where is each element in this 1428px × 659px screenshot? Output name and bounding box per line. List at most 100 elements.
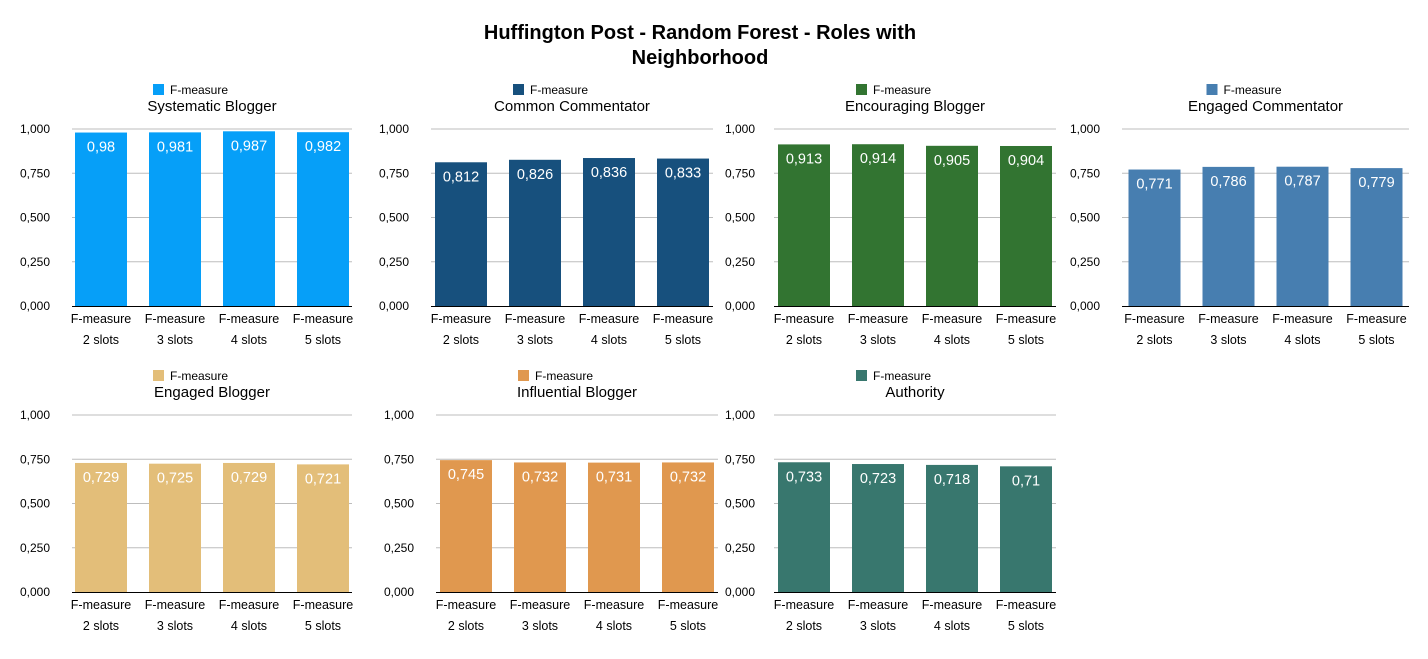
- influential-blogger-bar: [514, 462, 566, 592]
- common-commentator-bar: [583, 158, 635, 306]
- encouraging-blogger-value-label: 0,905: [934, 153, 970, 169]
- authority-ytick-label: 1,000: [725, 408, 755, 422]
- encouraging-blogger-value-label: 0,914: [860, 151, 896, 167]
- engaged-commentator-ytick-label: 0,500: [1070, 211, 1100, 225]
- engaged-commentator-category-sublabel: 4 slots: [1284, 333, 1320, 347]
- engaged-blogger-bar: [149, 463, 201, 592]
- engaged-commentator-value-label: 0,771: [1136, 177, 1172, 193]
- systematic-blogger-category-label: F-measure: [71, 312, 131, 326]
- authority-category-sublabel: 2 slots: [786, 619, 822, 633]
- encouraging-blogger-value-label: 0,913: [786, 151, 822, 167]
- engaged-blogger-ytick-label: 1,000: [20, 408, 50, 422]
- authority-bar: [852, 464, 904, 592]
- authority-category-sublabel: 4 slots: [934, 619, 970, 633]
- common-commentator-category-label: F-measure: [431, 312, 491, 326]
- encouraging-blogger-bar: [926, 145, 978, 306]
- systematic-blogger-bar: [297, 132, 349, 306]
- authority-legend-swatch: [856, 370, 867, 381]
- engaged-blogger-bar: [75, 462, 127, 592]
- common-commentator-category-label: F-measure: [653, 312, 713, 326]
- engaged-commentator-bar: [1276, 166, 1329, 306]
- systematic-blogger-bar: [75, 132, 127, 306]
- systematic-blogger-category-sublabel: 4 slots: [231, 333, 267, 347]
- engaged-blogger-bar: [297, 464, 349, 592]
- systematic-blogger-ytick-label: 0,000: [20, 299, 50, 313]
- influential-blogger-value-label: 0,732: [522, 469, 558, 485]
- authority-value-label: 0,718: [934, 472, 970, 488]
- common-commentator-value-label: 0,826: [517, 167, 553, 183]
- common-commentator-ytick-label: 0,500: [379, 211, 409, 225]
- common-commentator-category-label: F-measure: [579, 312, 639, 326]
- engaged-commentator-value-label: 0,786: [1210, 174, 1246, 190]
- engaged-blogger-value-label: 0,729: [231, 470, 267, 486]
- authority-value-label: 0,733: [786, 469, 822, 485]
- common-commentator-title: Common Commentator: [494, 98, 650, 115]
- encouraging-blogger-ytick-label: 1,000: [725, 122, 755, 136]
- influential-blogger-category-sublabel: 2 slots: [448, 619, 484, 633]
- authority-category-sublabel: 5 slots: [1008, 619, 1044, 633]
- authority-ytick-label: 0,750: [725, 452, 755, 466]
- influential-blogger-category-sublabel: 3 slots: [522, 619, 558, 633]
- encouraging-blogger-category-sublabel: 2 slots: [786, 333, 822, 347]
- influential-blogger-value-label: 0,731: [596, 470, 632, 486]
- common-commentator-value-label: 0,833: [665, 166, 701, 182]
- engaged-commentator-value-label: 0,787: [1284, 174, 1320, 190]
- engaged-commentator-legend-label: F-measure: [1224, 83, 1282, 97]
- encouraging-blogger-category-sublabel: 4 slots: [934, 333, 970, 347]
- engaged-commentator-category-label: F-measure: [1198, 312, 1258, 326]
- authority-category-label: F-measure: [922, 598, 982, 612]
- engaged-blogger-category-label: F-measure: [71, 598, 131, 612]
- common-commentator-bar: [509, 159, 561, 306]
- engaged-commentator-ytick-label: 0,000: [1070, 299, 1100, 313]
- influential-blogger-category-sublabel: 5 slots: [670, 619, 706, 633]
- systematic-blogger-category-label: F-measure: [293, 312, 353, 326]
- systematic-blogger-ytick-label: 0,250: [20, 255, 50, 269]
- influential-blogger-ytick-label: 0,000: [384, 585, 414, 599]
- engaged-blogger-legend-label: F-measure: [170, 369, 228, 383]
- common-commentator-bar: [435, 162, 487, 306]
- engaged-commentator-bar: [1350, 168, 1403, 306]
- engaged-blogger-category-label: F-measure: [293, 598, 353, 612]
- encouraging-blogger-category-label: F-measure: [922, 312, 982, 326]
- encouraging-blogger-title: Encouraging Blogger: [845, 98, 985, 115]
- encouraging-blogger-ytick-label: 0,250: [725, 255, 755, 269]
- engaged-commentator-bar: [1202, 166, 1255, 306]
- encouraging-blogger-bar: [1000, 145, 1052, 306]
- engaged-blogger-category-sublabel: 4 slots: [231, 619, 267, 633]
- encouraging-blogger-category-sublabel: 3 slots: [860, 333, 896, 347]
- engaged-blogger-ytick-label: 0,500: [20, 497, 50, 511]
- common-commentator-value-label: 0,812: [443, 169, 479, 185]
- common-commentator-ytick-label: 1,000: [379, 122, 409, 136]
- systematic-blogger-bar: [149, 132, 201, 306]
- engaged-blogger-category-sublabel: 3 slots: [157, 619, 193, 633]
- encouraging-blogger-category-label: F-measure: [774, 312, 834, 326]
- authority-bar: [926, 464, 978, 592]
- systematic-blogger-bar: [223, 131, 275, 306]
- systematic-blogger-legend-label: F-measure: [170, 83, 228, 97]
- influential-blogger-ytick-label: 1,000: [384, 408, 414, 422]
- engaged-blogger-bar: [223, 462, 275, 592]
- influential-blogger-ytick-label: 0,500: [384, 497, 414, 511]
- engaged-blogger-legend-swatch: [153, 370, 164, 381]
- systematic-blogger-ytick-label: 0,750: [20, 166, 50, 180]
- systematic-blogger-value-label: 0,981: [157, 139, 193, 155]
- engaged-blogger-ytick-label: 0,000: [20, 585, 50, 599]
- influential-blogger-ytick-label: 0,750: [384, 452, 414, 466]
- encouraging-blogger-legend-label: F-measure: [873, 83, 931, 97]
- influential-blogger-title: Influential Blogger: [517, 384, 637, 401]
- systematic-blogger-value-label: 0,987: [231, 138, 267, 154]
- systematic-blogger-ytick-label: 0,500: [20, 211, 50, 225]
- engaged-blogger-title: Engaged Blogger: [154, 384, 270, 401]
- influential-blogger-bar: [662, 462, 714, 592]
- common-commentator-ytick-label: 0,750: [379, 166, 409, 180]
- authority-category-label: F-measure: [774, 598, 834, 612]
- engaged-blogger-category-sublabel: 5 slots: [305, 619, 341, 633]
- influential-blogger-value-label: 0,732: [670, 469, 706, 485]
- engaged-commentator-bar: [1128, 169, 1181, 306]
- engaged-commentator-category-label: F-measure: [1346, 312, 1406, 326]
- common-commentator-bar: [657, 158, 709, 306]
- engaged-commentator-ytick-label: 0,250: [1070, 255, 1100, 269]
- systematic-blogger-category-sublabel: 5 slots: [305, 333, 341, 347]
- authority-category-label: F-measure: [996, 598, 1056, 612]
